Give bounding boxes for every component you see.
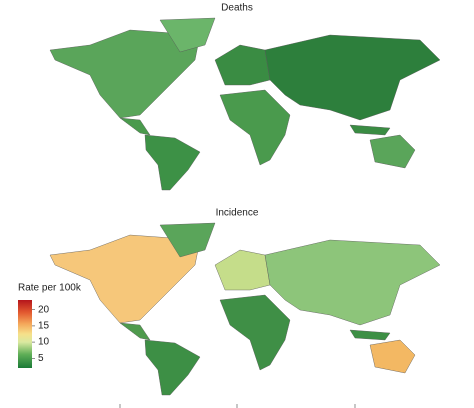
axis-ticks xyxy=(119,404,356,408)
legend-tick-label: 15 xyxy=(38,321,50,332)
map-title: Incidence xyxy=(216,208,259,219)
legend-tick-label: 20 xyxy=(38,304,50,315)
deaths-map xyxy=(49,17,441,191)
incidence-map xyxy=(49,222,441,396)
colorbar xyxy=(18,300,32,368)
legend-tick-label: 5 xyxy=(38,353,44,364)
map-title: Deaths xyxy=(221,3,253,14)
legend-title: Rate per 100k xyxy=(18,283,82,294)
legend-tick-label: 10 xyxy=(38,337,50,348)
